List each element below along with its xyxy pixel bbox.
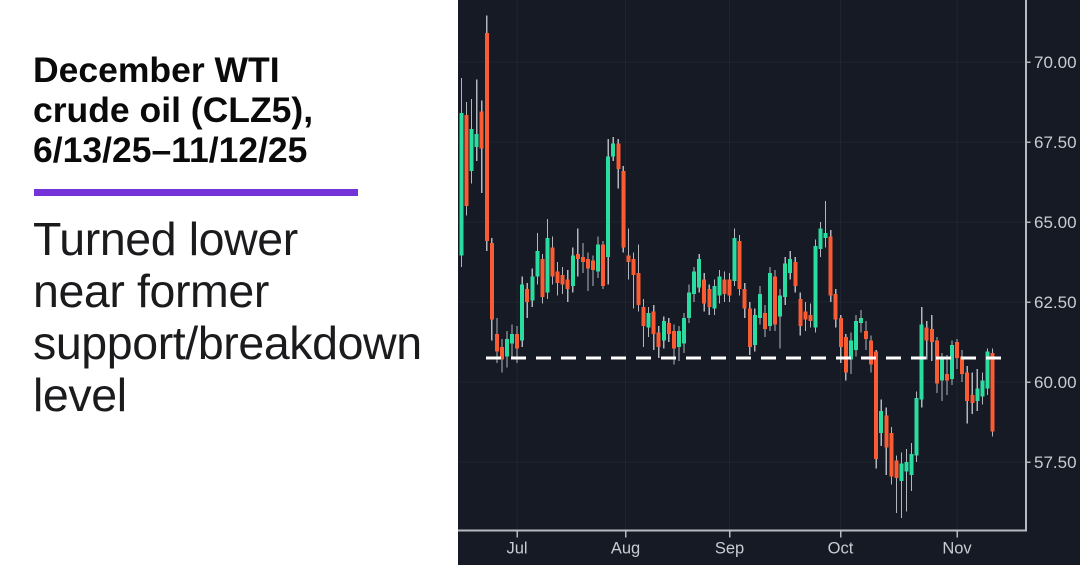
svg-text:62.50: 62.50 [1034, 293, 1077, 312]
svg-text:Jul: Jul [506, 540, 527, 558]
svg-text:60.00: 60.00 [1034, 373, 1077, 392]
svg-text:Sep: Sep [715, 540, 744, 558]
svg-text:70.00: 70.00 [1034, 53, 1077, 72]
svg-text:Oct: Oct [828, 540, 854, 558]
svg-text:Aug: Aug [611, 540, 640, 558]
svg-text:Nov: Nov [942, 540, 972, 558]
svg-text:67.50: 67.50 [1034, 133, 1077, 152]
svg-text:65.00: 65.00 [1034, 213, 1077, 232]
svg-text:57.50: 57.50 [1034, 453, 1077, 472]
